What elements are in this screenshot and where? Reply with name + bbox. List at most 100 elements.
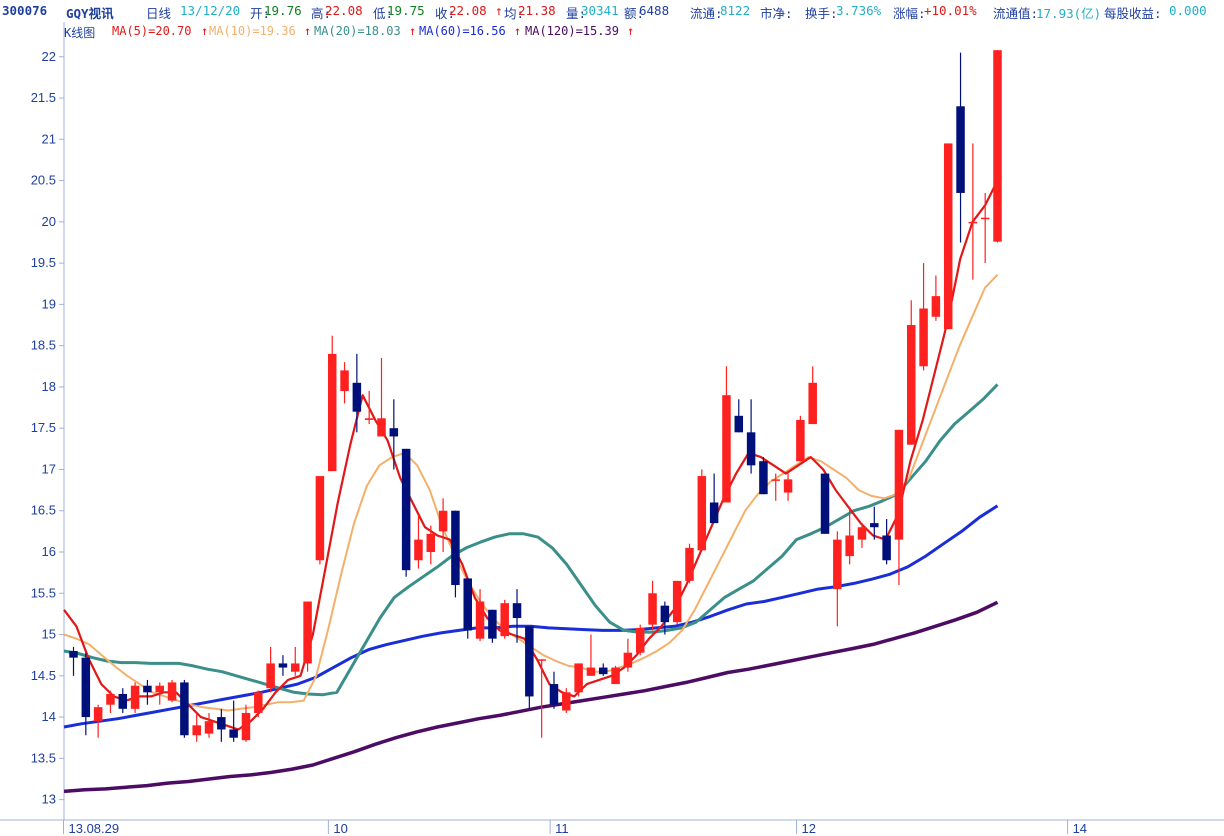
y-tick-label: 17 — [42, 461, 56, 476]
candle-body — [204, 721, 214, 734]
amount-label: 额: — [624, 6, 645, 21]
x-axis-ticks: 13.08.29 10 11 12 14 — [63, 820, 1087, 836]
candle-body — [882, 535, 891, 561]
y-tick-label: 18.5 — [31, 338, 56, 353]
candle-body — [500, 603, 509, 637]
candle-body — [611, 667, 620, 685]
y-tick-label: 13.5 — [31, 750, 56, 765]
candle-body — [389, 428, 399, 437]
candle-body — [537, 659, 546, 661]
candle-body — [130, 685, 140, 709]
ma5-legend: MA(5)=20.70 — [112, 24, 192, 38]
candle-body — [648, 593, 657, 625]
high-value: 22.08 — [325, 3, 363, 18]
change-label: 涨幅: — [893, 6, 926, 21]
open-label: 开: — [250, 6, 271, 21]
candle-body — [894, 429, 904, 540]
ma10-legend: MA(10)=19.36 — [209, 24, 296, 38]
mcap-value: 17.93(亿) — [1036, 6, 1102, 21]
ma60-legend: MA(60)=16.56 — [419, 24, 506, 38]
candle-body — [623, 652, 633, 668]
y-tick-label: 22 — [42, 49, 56, 64]
candle-body — [796, 419, 805, 462]
candle-body — [155, 685, 164, 693]
low-label: 低: — [373, 6, 394, 21]
y-tick-label: 21 — [42, 131, 56, 146]
avg-value: 21.38 — [518, 3, 556, 18]
y-tick-label: 18 — [42, 379, 56, 394]
candle-body — [217, 717, 226, 730]
up-arrow-icon: ↑ — [514, 24, 522, 38]
y-tick-label: 16.5 — [31, 503, 56, 518]
candle-body — [525, 626, 534, 697]
candle-body — [303, 601, 312, 664]
candle-body — [254, 692, 263, 713]
candle-body — [463, 578, 472, 631]
candle-body — [808, 382, 817, 425]
candle-body — [192, 725, 201, 736]
x-tick-label: 11 — [555, 821, 569, 836]
up-arrow-icon: ↑ — [304, 24, 312, 38]
candle-body — [377, 418, 386, 437]
candle-body — [327, 353, 337, 472]
candle-body — [783, 479, 793, 493]
y-axis-ticks: 13 13.5 14 14.5 15 15.5 16 16.5 17 17.5 18 18.5 19 19… — [31, 49, 64, 807]
candles — [69, 50, 1002, 742]
candle-body — [364, 418, 374, 420]
candle-body — [993, 50, 1002, 242]
candle-body — [143, 685, 152, 693]
y-tick-label: 13 — [42, 792, 56, 807]
x-tick-label: 10 — [333, 821, 347, 836]
change-value: +10.01% — [924, 3, 977, 18]
candle-body — [943, 143, 953, 330]
candle-body — [414, 539, 423, 561]
chart-axes — [0, 22, 1224, 821]
avg-label: 均: — [504, 6, 525, 21]
float-value: 8122 — [720, 3, 751, 18]
period-label: 日线 — [146, 6, 172, 21]
candle-body — [759, 461, 768, 495]
candle-body — [968, 221, 978, 224]
y-tick-label: 19 — [42, 296, 56, 311]
ma-line-MA120 — [63, 600, 999, 794]
amount-value: 6488 — [639, 3, 670, 18]
candle-body — [722, 395, 731, 503]
ma120-legend: MA(120)=15.39 — [525, 24, 619, 38]
candle-body — [635, 627, 645, 653]
candle-body — [697, 476, 707, 551]
ma-line-MA20 — [63, 383, 999, 697]
y-tick-label: 19.5 — [31, 255, 56, 270]
candle-body — [919, 308, 928, 367]
y-tick-label: 21.5 — [31, 90, 56, 105]
open-value: 19.76 — [264, 3, 302, 18]
y-tick-label: 15 — [42, 627, 56, 642]
moving-average-lines — [63, 180, 999, 794]
volume-label: 量: — [566, 6, 587, 21]
candle-body — [857, 527, 867, 540]
quote-header: 300076 GQY视讯 日线 13/12/20 开: 19.76 高: 22.… — [0, 0, 1224, 22]
candle-body — [315, 476, 325, 561]
candle-body — [980, 217, 990, 220]
candle-body — [241, 712, 251, 741]
y-tick-label: 14.5 — [31, 668, 56, 683]
y-tick-label: 15.5 — [31, 585, 56, 600]
low-value: 19.75 — [387, 3, 425, 18]
candle-body — [549, 684, 559, 705]
candle-body — [660, 605, 670, 623]
candle-body — [438, 510, 448, 532]
y-tick-label: 14 — [42, 709, 56, 724]
candle-body — [734, 415, 744, 433]
date-value: 13/12/20 — [180, 3, 241, 18]
float-label: 流通: — [690, 6, 723, 21]
candle-body — [352, 382, 362, 412]
candle-body — [118, 693, 128, 709]
candle-body — [340, 370, 349, 392]
x-tick-label: 13.08.29 — [69, 821, 120, 836]
volume-value: 30341 — [581, 3, 619, 18]
candle-body — [167, 682, 177, 701]
x-tick-label: 14 — [1073, 821, 1087, 836]
stock-name: GQY视讯 — [66, 6, 114, 21]
close-label: 收: — [435, 6, 456, 21]
y-tick-label: 20 — [42, 214, 56, 229]
candle-body — [93, 707, 103, 722]
